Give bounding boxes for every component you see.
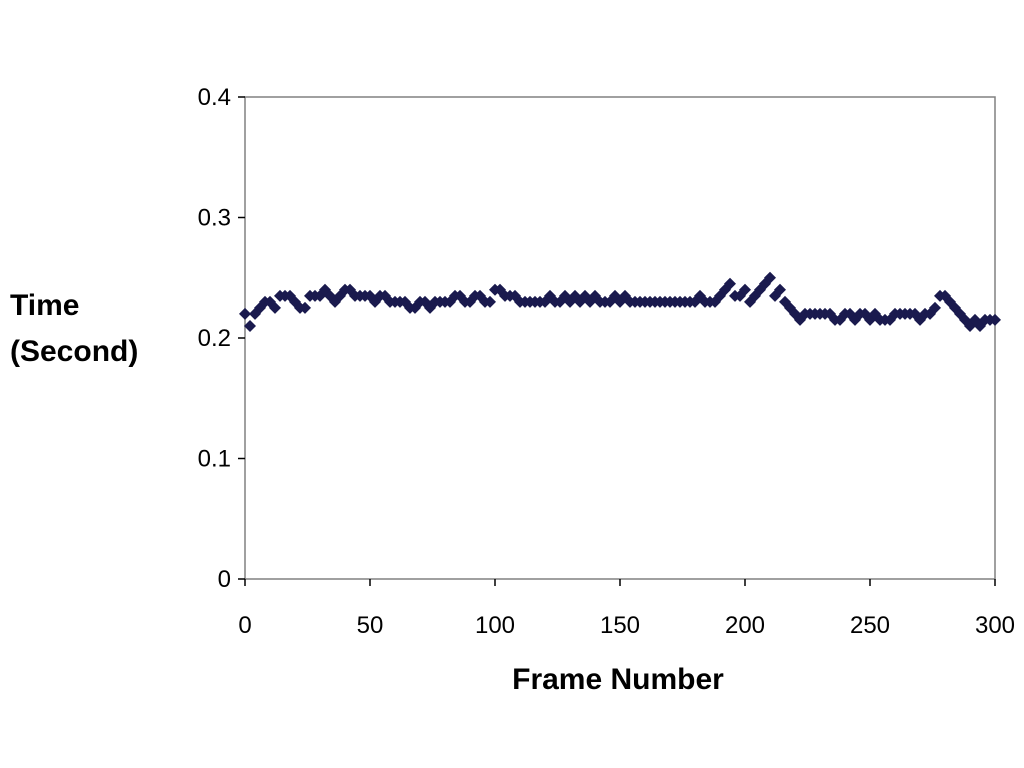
x-tick-label: 250 bbox=[850, 612, 890, 639]
data-point-marker bbox=[484, 295, 496, 308]
x-axis-title: Frame Number bbox=[512, 663, 724, 696]
data-point-marker bbox=[739, 283, 751, 296]
y-tick-label: 0.4 bbox=[198, 84, 231, 111]
data-point-marker bbox=[989, 313, 1001, 326]
y-tick-label: 0.1 bbox=[198, 446, 231, 473]
data-point-marker bbox=[299, 301, 311, 314]
x-tick-label: 200 bbox=[725, 612, 765, 639]
x-tick-label: 0 bbox=[238, 612, 251, 639]
data-point-marker bbox=[239, 307, 251, 320]
y-axis: 0 0.1 0.2 0.3 0.4 bbox=[198, 84, 245, 593]
data-point-marker bbox=[724, 277, 736, 290]
x-tick-label: 50 bbox=[357, 612, 384, 639]
x-tick-label: 100 bbox=[475, 612, 515, 639]
data-point-marker bbox=[269, 301, 281, 314]
data-point-marker bbox=[244, 319, 256, 332]
x-tick-label: 300 bbox=[975, 612, 1015, 639]
x-axis: 0 50 100 150 200 250 300 bbox=[238, 579, 1015, 639]
data-point-marker bbox=[764, 271, 776, 284]
data-points bbox=[239, 271, 1001, 332]
y-tick-label: 0 bbox=[218, 566, 231, 593]
y-tick-label: 0.2 bbox=[198, 325, 231, 352]
y-axis-title-line-1: Time bbox=[10, 289, 79, 322]
x-tick-label: 150 bbox=[600, 612, 640, 639]
data-point-marker bbox=[929, 301, 941, 314]
y-axis-title-line-2: (Second) bbox=[10, 335, 138, 368]
plot-area bbox=[244, 96, 996, 580]
data-point-marker bbox=[774, 283, 786, 296]
y-tick-label: 0.3 bbox=[198, 205, 231, 232]
